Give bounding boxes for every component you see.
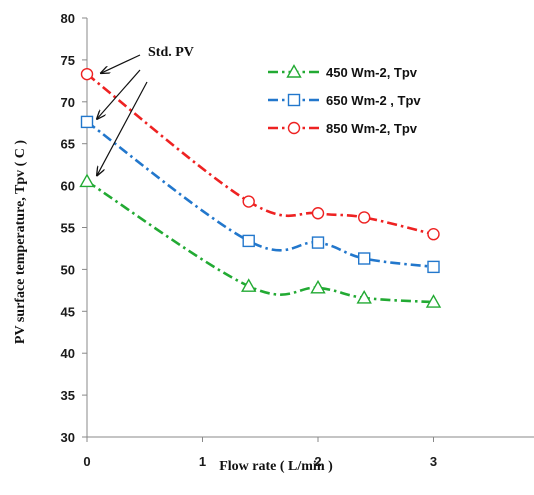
annotation-arrow — [97, 69, 141, 119]
y-tick-label: 60 — [61, 179, 75, 194]
series-line — [86, 73, 434, 236]
triangle-marker — [286, 64, 302, 78]
y-tick-label: 35 — [61, 388, 75, 403]
circle-marker — [427, 228, 440, 241]
std-pv-annotation: Std. PV — [97, 45, 194, 175]
y-tick-label: 70 — [61, 95, 75, 110]
x-tick-label: 2 — [314, 454, 321, 469]
square-marker — [80, 115, 94, 129]
series-2 — [80, 115, 440, 274]
y-tick-label: 50 — [61, 262, 75, 277]
x-tick-label: 3 — [430, 454, 437, 469]
axes — [86, 18, 534, 438]
triangle-marker — [425, 294, 442, 308]
triangle-marker — [79, 173, 95, 188]
y-tick-label: 75 — [61, 53, 75, 68]
y-tick-label: 30 — [61, 430, 75, 445]
annotation-label: Std. PV — [148, 45, 194, 60]
y-axis-title: PV surface temperature, Tpv ( C ) — [13, 140, 28, 344]
series-line — [86, 120, 434, 269]
x-tick-label: 0 — [83, 454, 90, 469]
y-tick-label: 80 — [61, 11, 75, 26]
square-marker — [287, 93, 301, 107]
legend-label: 450 Wm-2, Tpv — [326, 65, 418, 80]
square-marker — [427, 260, 440, 274]
circle-marker — [80, 67, 94, 81]
y-tick-label: 40 — [61, 346, 75, 361]
series-3 — [80, 67, 440, 241]
series-line — [86, 180, 434, 304]
series-1 — [79, 173, 442, 308]
y-tick-label: 65 — [61, 137, 75, 152]
x-tick-label: 1 — [199, 454, 206, 469]
triangle-marker — [356, 289, 372, 304]
square-marker — [242, 234, 255, 248]
y-tick-label: 45 — [61, 304, 75, 319]
triangle-marker — [310, 279, 326, 294]
circle-marker — [358, 211, 371, 224]
square-marker — [358, 252, 371, 265]
legend-label: 650 Wm-2 , Tpv — [326, 93, 421, 108]
triangle-marker — [241, 278, 257, 292]
circle-marker — [287, 121, 301, 135]
legend-label: 850 Wm-2, Tpv — [326, 121, 418, 136]
legend: 450 Wm-2, Tpv 650 Wm-2 , Tpv 850 Wm-2, Tpv — [268, 64, 421, 136]
circle-marker — [242, 195, 255, 208]
x-axis-title: Flow rate ( L/min ) — [219, 459, 333, 474]
annotation-arrow — [97, 81, 148, 175]
y-ticks: 30 35 40 45 50 55 60 65 70 75 80 — [61, 11, 87, 445]
y-tick-label: 55 — [61, 221, 75, 236]
circle-marker — [311, 207, 325, 220]
series-layer — [79, 67, 442, 308]
annotation-arrow — [101, 54, 141, 73]
square-marker — [311, 236, 325, 249]
